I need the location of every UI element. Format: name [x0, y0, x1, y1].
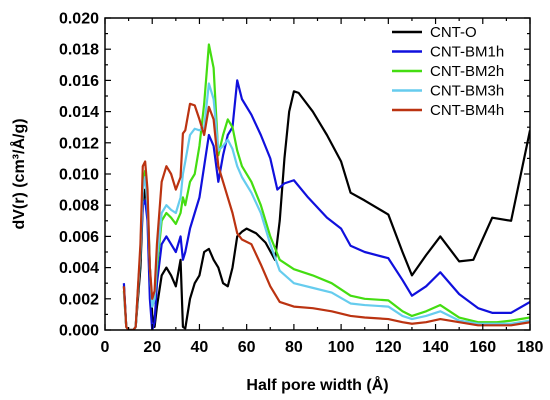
x-tick-label: 0 — [101, 339, 110, 356]
y-tick-label: 0.002 — [59, 291, 99, 308]
x-tick-label: 80 — [285, 339, 303, 356]
x-tick-label: 100 — [328, 339, 355, 356]
legend-label-cnt-bm3h: CNT-BM3h — [430, 83, 504, 100]
x-tick-label: 120 — [375, 339, 402, 356]
x-axis-label: Half pore width (Å) — [246, 375, 388, 394]
y-axis-label: dV(r) (cm³/Å/g) — [9, 118, 28, 229]
legend-label-cnt-o: CNT-O — [430, 24, 477, 41]
y-tick-label: 0.018 — [59, 42, 99, 59]
series-line-cnt-bm4h — [122, 102, 530, 330]
y-tick-label: 0.020 — [59, 11, 99, 28]
x-tick-label: 20 — [143, 339, 161, 356]
x-tick-label: 40 — [191, 339, 209, 356]
legend: CNT-O CNT-BM1h CNT-BM2h CNT-BM3h CNT-BM4h — [392, 24, 504, 119]
y-tick-label: 0.012 — [59, 135, 99, 152]
series-line-cnt-bm3h — [122, 82, 530, 330]
y-tick-label: 0.010 — [59, 167, 99, 184]
y-tick-label: 0.016 — [59, 73, 99, 90]
y-tick-label: 0.000 — [59, 323, 99, 340]
x-tick-label: 180 — [517, 339, 544, 356]
legend-label-cnt-bm4h: CNT-BM4h — [430, 102, 504, 119]
legend-label-cnt-bm2h: CNT-BM2h — [430, 63, 504, 80]
legend-label-cnt-bm1h: CNT-BM1h — [430, 44, 504, 61]
x-tick-label: 140 — [422, 339, 449, 356]
x-tick-label: 160 — [469, 339, 496, 356]
y-tick-label: 0.008 — [59, 198, 99, 215]
y-tick-label: 0.014 — [59, 104, 99, 121]
y-tick-label: 0.006 — [59, 229, 99, 246]
x-tick-label: 60 — [238, 339, 256, 356]
axes: 0 20 40 60 80 100 120 140 160 180 0.000 0.002 0.004 0… — [59, 11, 543, 357]
y-tick-label: 0.004 — [59, 260, 99, 277]
plot-area — [122, 43, 530, 330]
